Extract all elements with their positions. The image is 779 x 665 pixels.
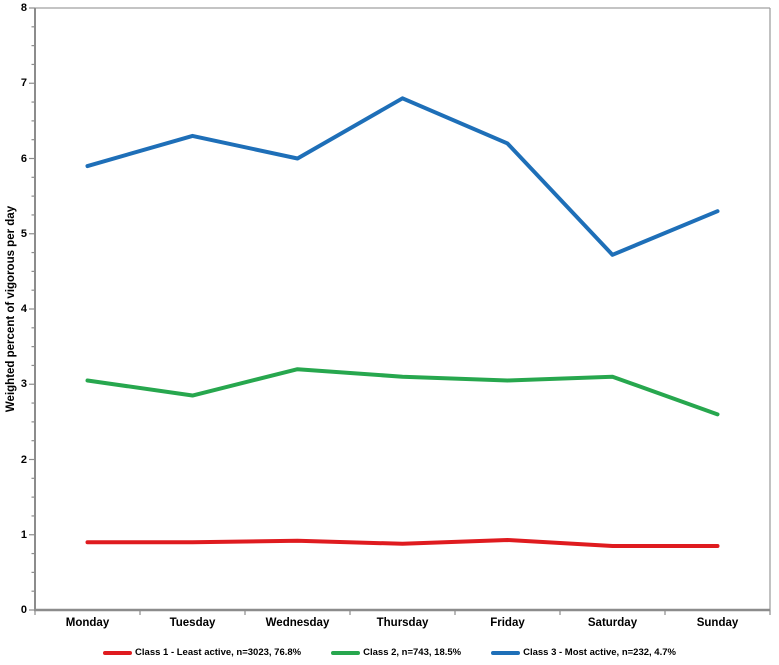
y-tick-label: 3 [20, 378, 27, 391]
series-line-2 [85, 367, 720, 417]
legend-label: Class 2, n=743, 18.5% [363, 647, 462, 658]
legend: Class 1 - Least active, n=3023, 76.8% Cla… [0, 647, 779, 658]
legend-line-swatch [103, 650, 133, 655]
legend-line-swatch [491, 650, 521, 655]
legend-line-swatch [331, 650, 361, 655]
series-line-1 [85, 538, 720, 549]
legend-item-1: Class 1 - Least active, n=3023, 76.8% [103, 647, 301, 658]
series-line-3 [85, 96, 720, 257]
y-tick-label: 7 [20, 77, 27, 90]
legend-label: Class 1 - Least active, n=3023, 76.8% [135, 647, 302, 658]
x-category-label: Wednesday [265, 617, 330, 629]
y-tick-label: 5 [20, 227, 27, 240]
x-category-label: Friday [490, 617, 525, 629]
x-category-label: Monday [65, 617, 110, 629]
x-category-label: Saturday [587, 617, 638, 629]
x-category-label: Tuesday [169, 617, 216, 629]
y-tick-label: 2 [20, 453, 27, 466]
legend-item-2: Class 2, n=743, 18.5% [331, 647, 461, 658]
y-tick-label: 4 [20, 303, 27, 315]
y-tick-label: 6 [20, 152, 27, 165]
x-category-label: Sunday [696, 617, 739, 629]
legend-label: Class 3 - Most active, n=232, 4.7% [523, 647, 676, 658]
x-category-label: Thursday [376, 617, 429, 629]
y-tick-label: 0 [20, 604, 27, 616]
legend-item-3: Class 3 - Most active, n=232, 4.7% [491, 647, 676, 658]
y-tick-label: 8 [20, 2, 27, 14]
y-tick-label: 1 [20, 528, 27, 541]
